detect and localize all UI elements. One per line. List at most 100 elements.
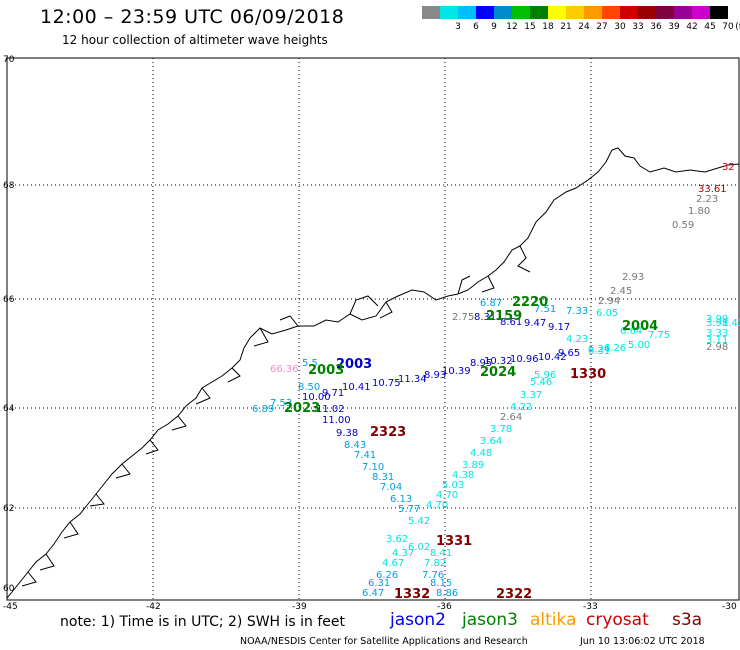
color-scale-swatch: [584, 6, 602, 19]
satellite-jason3: jason3: [462, 610, 518, 630]
wave-height-value: 4.38: [452, 470, 474, 481]
wave-height-value: 10.75: [372, 378, 401, 389]
color-scale-label: 39: [668, 22, 680, 32]
wave-height-value: 6.26: [376, 570, 398, 581]
wave-height-value: 8.93: [424, 370, 446, 381]
wave-height-readings: 32 33.612.231.80 0.59 2.93 2.452.94 2.75 2.98 2…: [252, 162, 740, 599]
pass-time-label: 2003: [336, 357, 372, 372]
lat-tick: 68: [3, 181, 15, 191]
wave-height-value: 1.80: [688, 206, 710, 217]
color-scale-label: 9: [491, 22, 497, 32]
pass-time-label: 2003: [308, 363, 344, 378]
lat-tick: 60: [3, 584, 15, 594]
color-scale-swatch: [512, 6, 530, 19]
color-scale-label: 27: [596, 22, 608, 32]
wave-height-value: 8.15: [430, 578, 452, 589]
wave-height-value: 3.78: [490, 424, 512, 435]
color-scale-label: 70: [722, 22, 734, 32]
wave-height-value: 10.00: [302, 392, 331, 403]
lon-tick: -39: [292, 602, 307, 612]
color-scale-swatch: [602, 6, 620, 19]
wave-height-value: 6.31: [368, 578, 390, 589]
wave-height-value: 10.96: [510, 354, 539, 365]
color-scale-swatch: [440, 6, 458, 19]
wave-height-value: 7.53: [270, 398, 292, 409]
wave-height-value: 10.32: [484, 356, 513, 367]
wave-height-value: 66.36: [270, 364, 299, 375]
color-scale-swatch: [710, 6, 728, 19]
lon-tick-labels: -45 -42 -39 -36 -33 -30: [3, 602, 737, 612]
wave-height-value: 3.11: [706, 335, 728, 346]
color-scale-label: 15: [524, 22, 536, 32]
color-scale-swatch: [494, 6, 512, 19]
lon-tick: -36: [437, 602, 452, 612]
wave-height-value: 3.64: [480, 436, 502, 447]
wave-height-value: 3.33: [706, 328, 728, 339]
color-scale-label: 18: [542, 22, 554, 32]
wave-height-value: 5.00: [628, 340, 650, 351]
color-scale-swatch: [422, 6, 440, 19]
wave-height-value: 11.00: [322, 415, 351, 426]
wave-height-value: 8.86: [436, 588, 458, 599]
wave-height-value: 2.98: [706, 342, 728, 353]
color-scale-swatch: [674, 6, 692, 19]
wave-height-value: 1.42: [722, 318, 740, 329]
color-scale-swatch: [638, 6, 656, 19]
wave-height-value: 6.87: [480, 298, 502, 309]
wave-height-value: 7.75: [648, 330, 670, 341]
color-scale-label: 42: [686, 22, 698, 32]
wave-height-value: 4.67: [382, 558, 404, 569]
wave-height-value: 4.48: [470, 448, 492, 459]
generated-timestamp: Jun 10 13:06:02 UTC 2018: [580, 636, 705, 647]
wave-height-value: 8.61: [500, 317, 522, 328]
pass-time-label: 2023: [284, 401, 320, 416]
wave-height-value: 8.43: [344, 440, 366, 451]
wave-height-value: 5.5: [302, 358, 318, 369]
wave-height-value: 5.96: [534, 370, 556, 381]
lon-tick: -30: [722, 602, 737, 612]
lon-tick: -45: [3, 602, 18, 612]
wave-height-value: 6.31: [588, 346, 610, 357]
wave-height-value: 8.31: [372, 472, 394, 483]
wave-height-value: 10.39: [442, 366, 471, 377]
satellite-jason2: jason2: [390, 610, 446, 630]
footer: note: 1) Time is in UTC; 2) SWH is in fe…: [0, 606, 740, 650]
wave-height-value: 5.46: [530, 377, 552, 388]
wave-height-value: 2.93: [622, 272, 644, 283]
wave-height-value: 7.76: [422, 570, 444, 581]
wave-height-value: 9.38: [336, 428, 358, 439]
wave-height-value: 9.71: [322, 388, 344, 399]
pass-time-label: 2323: [370, 425, 406, 440]
wave-height-value: 2.75: [452, 312, 474, 323]
wave-height-value: 6.64: [620, 326, 642, 337]
wave-height-value: 32: [722, 162, 735, 173]
wave-height-value: 2.64: [500, 412, 522, 423]
color-scale-label: 24: [578, 22, 590, 32]
color-scale-label: 36: [650, 22, 662, 32]
footer-note: note: 1) Time is in UTC; 2) SWH is in fe…: [60, 614, 346, 630]
wave-height-value: 4.22: [510, 402, 532, 413]
wave-height-value: 3.98: [706, 318, 728, 329]
wave-height-value: 6.47: [362, 588, 384, 599]
pass-time-label: 2004: [622, 319, 658, 334]
satellite-cryosat: cryosat: [586, 610, 649, 630]
wave-height-value: 2.45: [610, 286, 632, 297]
wave-height-value: 7.82: [424, 558, 446, 569]
wave-height-value: 7.04: [380, 482, 402, 493]
color-scale-label: 45: [704, 22, 716, 32]
wave-height-value: 33.61: [698, 184, 727, 195]
wave-height-value: 6.13: [390, 494, 412, 505]
color-scale-swatch: [620, 6, 638, 19]
wave-height-value: 9.47: [524, 318, 546, 329]
lat-tick: 64: [3, 404, 15, 414]
wave-height-value: 9.17: [548, 322, 570, 333]
lat-tick: 70: [3, 55, 15, 65]
lon-tick: -33: [583, 602, 598, 612]
wave-height-value: 5.77: [398, 504, 420, 515]
pass-time-label: 2322: [496, 587, 532, 602]
wave-height-value: 6.89: [252, 404, 274, 415]
wave-height-value: 5.03: [442, 480, 464, 491]
wave-height-value: 5.42: [408, 516, 430, 527]
color-scale-label: 6: [473, 22, 479, 32]
